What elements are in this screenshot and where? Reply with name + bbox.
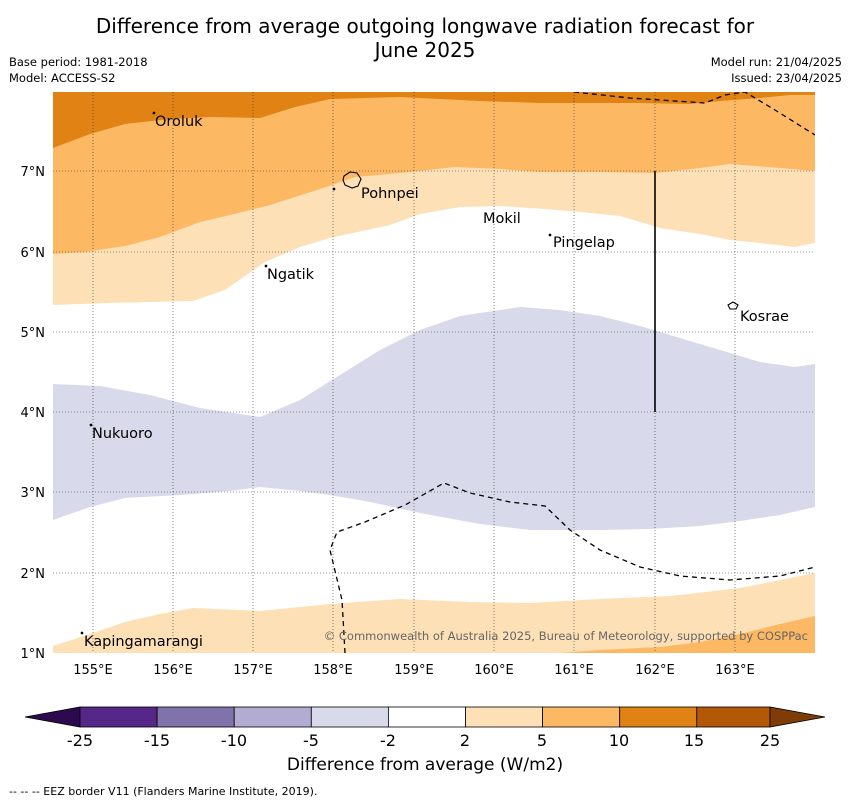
title-line-2: June 2025 xyxy=(374,38,476,62)
colorbar-label: Difference from average (W/m2) xyxy=(286,755,564,775)
chart-title: Difference from average outgoing longwav… xyxy=(0,14,850,62)
lat-label: 3°N xyxy=(21,486,46,501)
colorbar-bin xyxy=(79,706,158,728)
meta-right: Model run: 21/04/2025 Issued: 23/04/2025 xyxy=(711,54,842,86)
place-label-kosrae: Kosrae xyxy=(740,309,789,325)
colorbar-tick: 25 xyxy=(760,731,780,750)
kosrae-island xyxy=(727,301,739,310)
lon-label: 157°E xyxy=(233,663,273,678)
lon-label: 160°E xyxy=(474,663,514,678)
place-labels: Oroluk Pohnpei Mokil Pingelap Ngatik Kos… xyxy=(84,114,789,650)
contour-5-10-south xyxy=(560,616,815,653)
lat-label: 5°N xyxy=(21,326,46,341)
colorbar-tick: 15 xyxy=(684,731,704,750)
issued-date: Issued: 23/04/2025 xyxy=(731,71,842,85)
place-label-pohnpei: Pohnpei xyxy=(361,186,419,202)
colorbar-tick: -15 xyxy=(144,731,170,750)
lon-label: 158°E xyxy=(313,663,353,678)
lon-label: 162°E xyxy=(635,663,675,678)
place-label-ngatik: Ngatik xyxy=(267,267,315,283)
lon-label: 163°E xyxy=(715,663,755,678)
place-label-mokil: Mokil xyxy=(483,211,521,227)
lat-label: 2°N xyxy=(21,567,46,582)
place-label-oroluk: Oroluk xyxy=(155,114,203,130)
contour-2-5-south xyxy=(53,573,815,653)
title-line-1: Difference from average outgoing longwav… xyxy=(95,14,755,38)
colorbar-tick: -2 xyxy=(380,731,396,750)
map-area: Oroluk Pohnpei Mokil Pingelap Ngatik Kos… xyxy=(53,92,815,653)
colorbar-bin xyxy=(542,706,621,728)
colorbar-ticks: -25 -15 -10 -5 -2 2 5 10 15 25 xyxy=(67,731,780,750)
lat-label: 7°N xyxy=(21,165,46,180)
place-label-pingelap: Pingelap xyxy=(553,235,615,251)
colorbar-bin xyxy=(233,706,312,728)
pohnpei-island xyxy=(342,171,362,189)
lat-labels: 7°N 6°N 5°N 4°N 3°N 2°N 1°N xyxy=(21,165,46,662)
lon-label: 155°E xyxy=(73,663,113,678)
lon-label: 156°E xyxy=(153,663,193,678)
place-label-nukuoro: Nukuoro xyxy=(92,426,153,442)
colorbar-tick: -25 xyxy=(67,731,93,750)
eez-borders xyxy=(329,92,815,653)
meta-left: Base period: 1981-2018 Model: ACCESS-S2 xyxy=(9,54,148,86)
lon-label: 159°E xyxy=(394,663,434,678)
colorbar-bin xyxy=(696,706,771,728)
contour-neg2-neg5 xyxy=(53,307,815,530)
model-name: Model: ACCESS-S2 xyxy=(9,71,116,85)
colorbar-tick: 2 xyxy=(460,731,470,750)
colorbar xyxy=(24,706,826,728)
islands xyxy=(80,111,739,635)
copyright-notice: © Commonwealth of Australia 2025, Bureau… xyxy=(324,629,808,643)
footnote: -- -- -- EEZ border V11 (Flanders Marine… xyxy=(9,785,318,798)
contour-10-15-north xyxy=(53,92,815,148)
contour-5-10-north xyxy=(53,92,815,254)
model-run: Model run: 21/04/2025 xyxy=(710,55,842,69)
colorbar-bin xyxy=(310,706,389,728)
lon-label: 161°E xyxy=(554,663,594,678)
colorbar-bin xyxy=(387,706,466,728)
colorbar-extend-low xyxy=(24,706,81,728)
colorbar-bin xyxy=(156,706,235,728)
colorbar-extend-high xyxy=(769,706,826,728)
colorbar-tick: 5 xyxy=(537,731,547,750)
lat-label: 4°N xyxy=(21,406,46,421)
colorbar-tick: 10 xyxy=(609,731,629,750)
place-label-kapingamarangi: Kapingamarangi xyxy=(84,634,203,650)
base-period: Base period: 1981-2018 xyxy=(9,55,148,69)
colorbar-tick: -10 xyxy=(221,731,247,750)
lon-labels: 155°E 156°E 157°E 158°E 159°E 160°E 161°… xyxy=(73,663,755,678)
colorbar-tick: -5 xyxy=(303,731,319,750)
colorbar-bin xyxy=(619,706,698,728)
lat-label: 6°N xyxy=(21,246,46,261)
colorbar-bin xyxy=(465,706,543,728)
lat-label: 1°N xyxy=(21,647,46,662)
